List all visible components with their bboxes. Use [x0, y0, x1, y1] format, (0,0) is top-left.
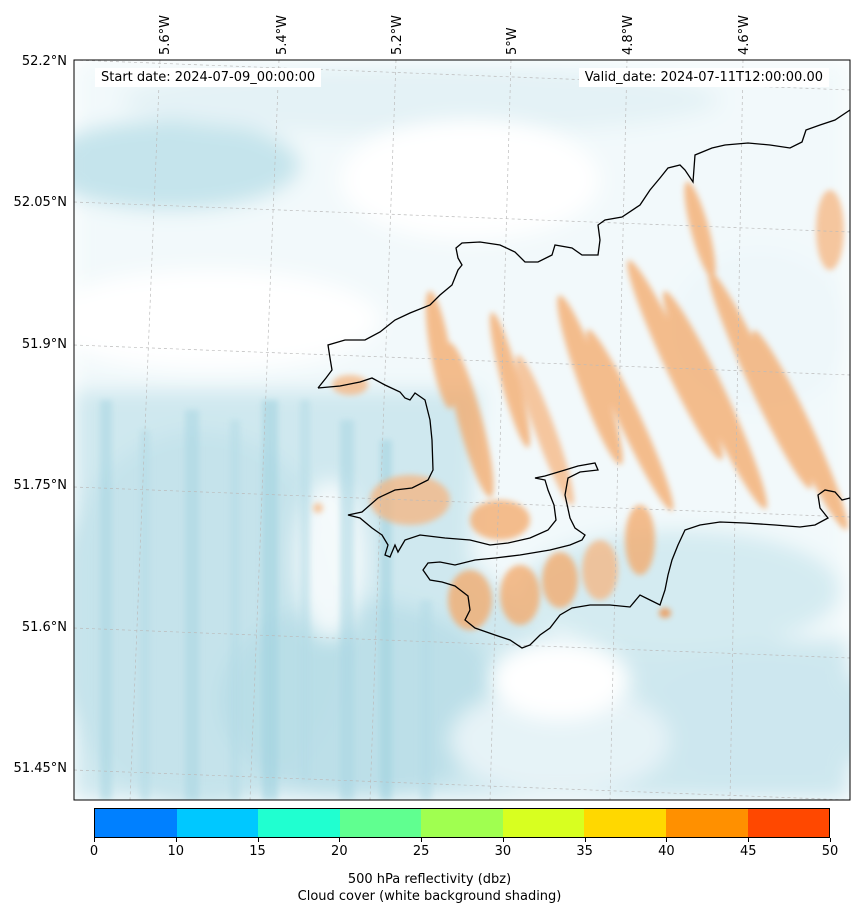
- lat-label: 52.05°N: [14, 195, 67, 210]
- map-frame: [73, 59, 851, 801]
- colorbar-ticks: 0 10 15 20 25 30 35 40 45 50: [90, 838, 838, 859]
- colorbar-tick-label: 30: [494, 844, 512, 859]
- colorbar-tick: [584, 838, 586, 842]
- longitude-labels: 5.6°W 5.4°W 5.2°W 5°W 4.8°W 4.6°W: [158, 15, 752, 55]
- colorbar-tick: [257, 838, 259, 842]
- lat-label: 51.45°N: [14, 761, 67, 776]
- colorbar-segment: [665, 809, 748, 837]
- cloud-streaks: [100, 400, 432, 800]
- start-date-label: Start date: 2024-07-09_00:00:00: [95, 68, 322, 87]
- reflectivity-field: [313, 181, 848, 630]
- colorbar-label: 500 hPa reflectivity (dbz) Cloud cover (…: [0, 871, 859, 905]
- colorbar: [94, 808, 830, 838]
- colorbar-tick: [502, 838, 504, 842]
- colorbar-segment: [95, 809, 177, 837]
- colorbar-tick-label: 25: [412, 844, 430, 859]
- lat-label: 52.2°N: [22, 54, 67, 69]
- colorbar-segment: [258, 809, 340, 837]
- colorbar-tick: [666, 838, 668, 842]
- lat-label: 51.6°N: [22, 620, 67, 635]
- colorbar-tick-label: 10: [167, 844, 185, 859]
- colorbar-segment: [421, 809, 503, 837]
- lon-label: 4.6°W: [737, 15, 752, 55]
- valid-date-label: Valid_date: 2024-07-11T12:00:00.00: [578, 68, 829, 87]
- colorbar-segment: [747, 809, 830, 837]
- colorbar-tick-label: 0: [89, 844, 99, 859]
- lon-label: 5°W: [505, 27, 520, 55]
- lat-label: 51.75°N: [14, 478, 67, 493]
- colorbar-tick-label: 15: [249, 844, 266, 859]
- colorbar-segment: [584, 809, 666, 837]
- colorbar-segment: [176, 809, 259, 837]
- colorbar-tick: [748, 838, 750, 842]
- lon-label: 4.8°W: [621, 15, 636, 55]
- colorbar-label-line2: Cloud cover (white background shading): [297, 889, 562, 904]
- colorbar-tick: [421, 838, 423, 842]
- coastline: [317, 109, 850, 649]
- colorbar-tick-label: 20: [331, 844, 348, 859]
- colorbar-tick: [830, 838, 831, 842]
- colorbar-segment: [502, 809, 585, 837]
- colorbar-tick: [175, 838, 177, 842]
- colorbar-tick-label: 35: [576, 844, 593, 859]
- colorbar-tick: [94, 838, 95, 842]
- lon-label: 5.2°W: [390, 15, 405, 55]
- lat-label: 51.9°N: [22, 337, 67, 352]
- colorbar-tick-label: 50: [821, 844, 839, 859]
- latitude-labels: 52.2°N 52.05°N 51.9°N 51.75°N 51.6°N 51.…: [14, 54, 67, 776]
- lon-label: 5.4°W: [275, 15, 290, 55]
- colorbar-tick: [339, 838, 341, 842]
- colorbar-segment: [339, 809, 422, 837]
- colorbar-tick-label: 40: [658, 844, 675, 859]
- colorbar-label-line1: 500 hPa reflectivity (dbz): [347, 872, 512, 887]
- lon-label: 5.6°W: [158, 15, 173, 55]
- colorbar-tick-label: 45: [739, 844, 757, 859]
